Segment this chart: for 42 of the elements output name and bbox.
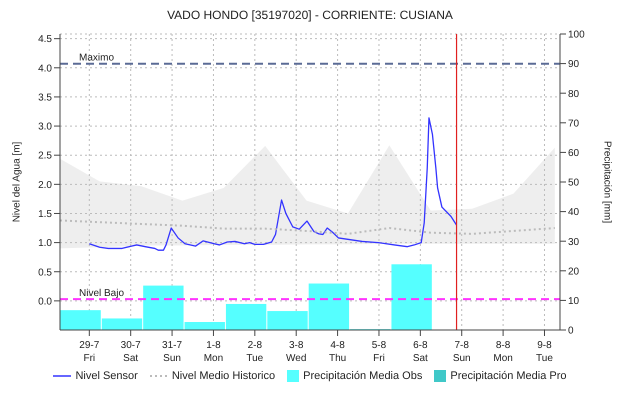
y2-tick-label: 40 [568,207,580,218]
y2-tick-label: 60 [568,148,580,159]
ref-line-label: Maximo [79,52,114,64]
y-tick-label: 0.5 [38,267,52,278]
y2-tick-label: 90 [568,59,580,70]
x-tick-label: 7-8 Sun [452,340,471,364]
x-tick-label: 4-8 Thu [328,340,346,364]
y-tick-label: 4.5 [38,34,52,46]
legend-label: Nivel Medio Historico [172,370,276,382]
y-tick-label: 1.0 [38,238,52,250]
legend-label: Nivel Sensor [75,370,138,382]
y-tick-label: 4.0 [38,63,52,74]
x-tick-label: 5-8 Fri [372,340,387,364]
x-tick-label: 31-7 Sun [162,340,183,364]
legend-label: Precipitación Media Pro [450,370,567,382]
chart-title: VADO HONDO [35197020] - CORRIENTE: CUSIANA [166,8,454,24]
y2-tick-label: 20 [568,266,580,278]
y-tick-label: 2.5 [38,150,52,162]
x-tick-label: 9-8 Tue [536,340,554,364]
y2-tick-label: 10 [568,296,580,307]
y2-tick-label: 50 [568,178,580,189]
y2-tick-label: 0 [568,326,574,337]
y2-tick-label: 80 [568,88,580,100]
y-tick-label: 1.5 [38,209,52,220]
y2-tick-label: 100 [568,30,586,41]
x-tick-label: 3-8 Wed [286,340,306,364]
y-tick-label: 3.0 [38,122,52,133]
y2-axis-title: Precipitación [mm] [601,140,612,224]
ref-line-label: Nivel Bajo [79,288,124,300]
y2-tick-label: 30 [568,236,580,248]
x-tick-label: 2-8 Tue [246,340,264,364]
x-tick-label: 1-8 Mon [204,340,224,364]
y2-tick-label: 70 [568,118,580,130]
x-tick-label: 8-8 Mon [493,340,513,364]
legend-label: Precipitación Media Obs [303,370,422,382]
y-tick-label: 0.0 [38,296,52,308]
x-tick-label: 30-7 Sat [120,340,142,364]
x-tick-label: 29-7 Fri [79,340,100,364]
y-axis-title: Nivel del Agua [m] [12,141,23,222]
y-tick-label: 2.0 [38,180,52,191]
x-tick-label: 6-8 Sat [412,340,428,364]
y-tick-label: 3.5 [38,92,52,104]
